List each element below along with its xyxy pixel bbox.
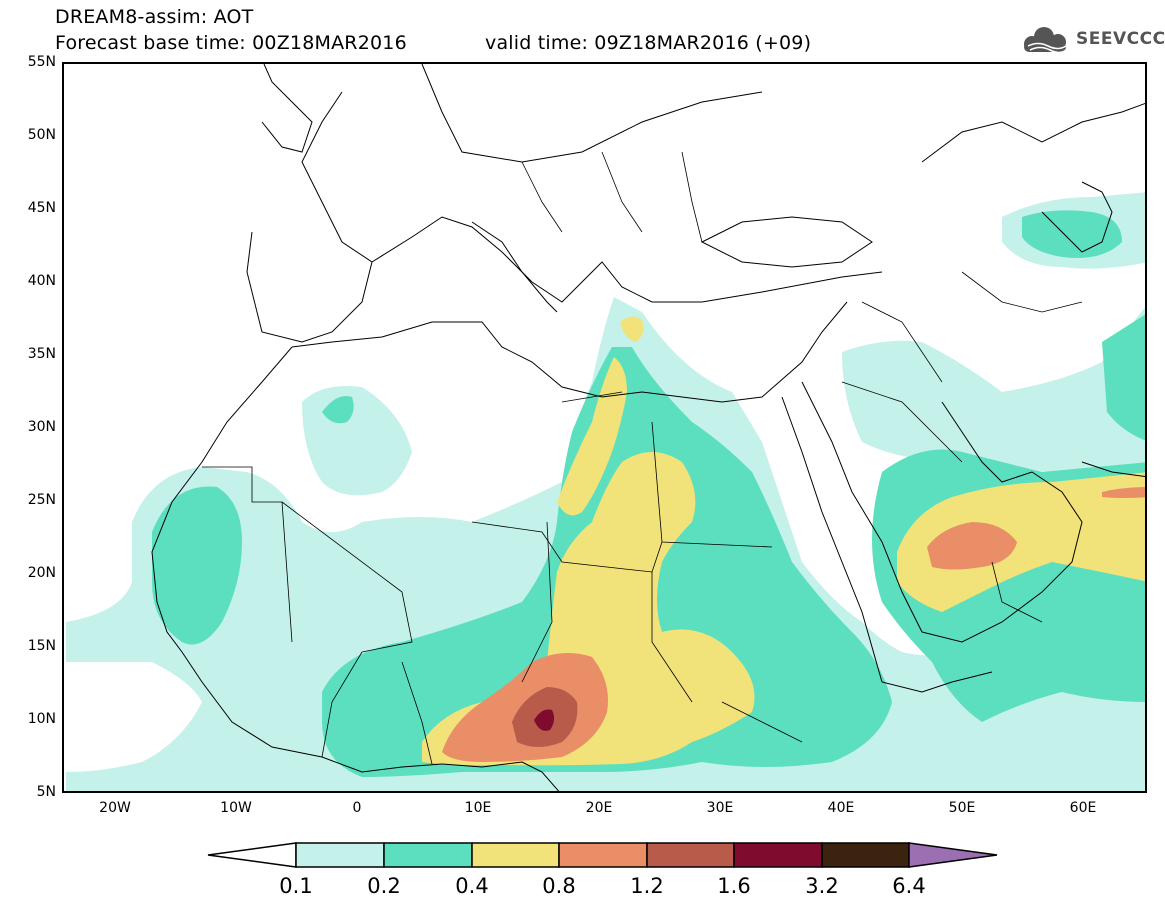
colorbar-label: 3.2 <box>805 874 839 898</box>
colorbar-label: 0.4 <box>455 874 489 898</box>
lat-label: 50N <box>27 127 56 143</box>
aot-yellow-libya <box>557 357 627 516</box>
aot-fill-0.4 <box>422 316 1145 766</box>
cloud-logo-icon <box>1024 27 1067 54</box>
aot-orange-iran <box>1102 487 1145 498</box>
aot-map <box>62 62 1147 793</box>
logo-text: SEEVCCC <box>1076 29 1165 49</box>
lat-label: 45N <box>27 200 56 216</box>
aot-band-caspian <box>1022 210 1122 258</box>
lat-label: 5N <box>36 784 56 800</box>
colorbar <box>207 842 998 868</box>
colorbar-segment <box>558 842 648 868</box>
lat-label: 15N <box>27 638 56 654</box>
lon-label: 20E <box>585 800 613 816</box>
aot-band-iran <box>1102 314 1145 441</box>
coastlines <box>151 64 1145 791</box>
map-title: DREAM8-assim: AOT <box>55 6 254 28</box>
lat-label: 35N <box>27 346 56 362</box>
valid-time: valid time: 09Z18MAR2016 (+09) <box>485 32 812 54</box>
colorbar-label: 0.8 <box>542 874 576 898</box>
aot-darkred-chad <box>534 709 555 731</box>
colorbar-segment <box>733 842 823 868</box>
aot-area-sahara-west <box>302 386 412 496</box>
lon-label: 10W <box>220 800 252 816</box>
lon-label: 0 <box>352 800 362 816</box>
lat-label: 10N <box>27 711 56 727</box>
aot-band-tunisia <box>322 396 354 424</box>
aot-band-africa <box>152 486 242 645</box>
lon-label: 30E <box>706 800 734 816</box>
colorbar-label: 0.1 <box>279 874 313 898</box>
lat-label: 25N <box>27 492 56 508</box>
lon-label: 60E <box>1069 800 1097 816</box>
lon-label: 40E <box>827 800 855 816</box>
colorbar-high-triangle <box>908 842 998 868</box>
lat-label: 40N <box>27 273 56 289</box>
lon-label: 50E <box>948 800 976 816</box>
colorbar-label: 0.2 <box>367 874 401 898</box>
colorbar-segment <box>295 842 385 868</box>
aot-yellow-arabia <box>897 472 1145 612</box>
base-time: Forecast base time: 00Z18MAR2016 <box>55 32 407 54</box>
colorbar-segment <box>471 842 560 868</box>
aot-fill-1.6 <box>534 709 555 731</box>
aot-area-arabia-north <box>842 307 1145 477</box>
colorbar-segment <box>383 842 473 868</box>
aot-yellow-chad <box>422 452 755 766</box>
colorbar-segment <box>821 842 910 868</box>
lon-label: 10E <box>464 800 492 816</box>
colorbar-segment <box>646 842 735 868</box>
colorbar-label: 6.4 <box>892 874 926 898</box>
lat-label: 30N <box>27 419 56 435</box>
country-borders <box>202 151 1083 765</box>
colorbar-label: 1.2 <box>630 874 664 898</box>
lat-label: 20N <box>27 565 56 581</box>
colorbar-label: 1.6 <box>717 874 751 898</box>
aot-yellow-greece <box>620 316 644 342</box>
aot-orange-arabia <box>927 522 1017 570</box>
lat-label: 55N <box>27 54 56 70</box>
lon-label: 20W <box>99 800 131 816</box>
map-canvas <box>66 64 1145 791</box>
colorbar-low-triangle <box>207 842 297 868</box>
